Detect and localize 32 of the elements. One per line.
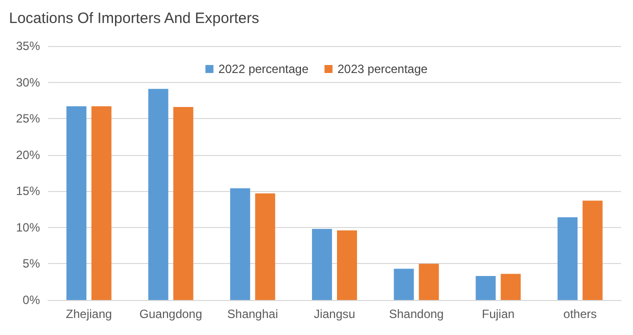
bar: [500, 274, 521, 300]
bar: [582, 200, 603, 300]
x-tick-label: others: [563, 307, 597, 321]
bar: [394, 268, 414, 300]
bar: [255, 193, 276, 300]
y-tick-label: 30%: [16, 75, 40, 90]
x-tick-label: Shandong: [388, 307, 444, 321]
bar: [66, 106, 86, 300]
bar: [230, 188, 250, 300]
chart-title: Locations Of Importers And Exporters: [9, 10, 260, 27]
legend-label: 2022 percentage: [218, 62, 309, 76]
bar: [173, 106, 194, 300]
y-tick-label: 35%: [16, 39, 40, 53]
x-tick-label: Guangdong: [139, 307, 202, 321]
x-tick-label: Fujian: [482, 307, 515, 321]
bar: [337, 230, 358, 300]
bar: [476, 276, 496, 300]
bar: [558, 217, 578, 300]
x-tick-label: Jiangsu: [314, 307, 356, 321]
bar: [91, 106, 112, 300]
bar: [312, 228, 332, 300]
y-tick-label: 25%: [16, 112, 40, 126]
bar: [148, 88, 168, 300]
y-tick-label: 5%: [22, 256, 40, 271]
y-tick-label: 0%: [22, 293, 40, 307]
x-tick-label: Zhejiang: [66, 307, 112, 321]
x-tick-label: Shanghai: [227, 307, 278, 321]
y-tick-label: 20%: [16, 148, 40, 162]
y-tick-label: 15%: [16, 184, 40, 198]
legend-label: 2023 percentage: [338, 62, 428, 76]
y-tick-label: 10%: [16, 220, 40, 234]
bar: [418, 264, 439, 300]
